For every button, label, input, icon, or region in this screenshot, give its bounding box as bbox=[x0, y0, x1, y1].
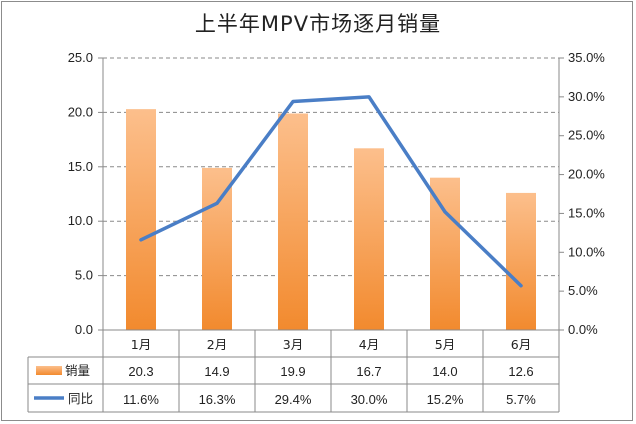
data-label-yoy: 11.6% bbox=[123, 392, 159, 407]
line-series bbox=[139, 95, 523, 288]
data-label-sales: 16.7 bbox=[356, 364, 381, 379]
y-tick-label: 0.0 bbox=[75, 322, 93, 337]
legend-label-sales: 销量 bbox=[65, 363, 90, 378]
bar-5月 bbox=[430, 177, 460, 330]
y-tick-label: 5.0 bbox=[75, 268, 93, 283]
bar-3月 bbox=[278, 113, 308, 330]
data-label-yoy: 16.3% bbox=[199, 392, 236, 407]
data-label-yoy: 29.4% bbox=[275, 392, 312, 407]
legend-label-yoy: 同比 bbox=[68, 391, 93, 406]
bar-2月 bbox=[202, 167, 232, 330]
line-point-4月 bbox=[367, 95, 371, 99]
data-label-sales: 20.3 bbox=[128, 364, 153, 379]
legend-swatch-sales bbox=[36, 366, 62, 375]
y2-tick-label: 5.0% bbox=[568, 283, 598, 298]
gridlines bbox=[103, 57, 559, 277]
y2-tick-label: 30.0% bbox=[568, 89, 605, 104]
y2-tick-label: 35.0% bbox=[568, 50, 605, 65]
y2-tick-label: 15.0% bbox=[568, 205, 605, 220]
line-point-1月 bbox=[139, 238, 143, 242]
bar-1月 bbox=[126, 109, 156, 330]
y2-tick-label: 20.0% bbox=[568, 167, 605, 182]
x-tick-label: 3月 bbox=[283, 337, 303, 352]
line-point-3月 bbox=[291, 100, 295, 104]
data-label-sales: 12.6 bbox=[508, 364, 533, 379]
x-tick-label: 2月 bbox=[207, 337, 227, 352]
bar-4月 bbox=[354, 148, 384, 330]
data-label-sales: 14.0 bbox=[432, 364, 457, 379]
y2-tick-label: 25.0% bbox=[568, 128, 605, 143]
bar-6月 bbox=[506, 192, 536, 330]
data-label-sales: 19.9 bbox=[280, 364, 305, 379]
x-tick-label: 1月 bbox=[131, 337, 151, 352]
y2-tick-label: 10.0% bbox=[568, 244, 605, 259]
line-point-5月 bbox=[443, 210, 447, 214]
data-label-yoy: 15.2% bbox=[427, 392, 464, 407]
line-point-6月 bbox=[519, 284, 523, 288]
x-tick-label: 4月 bbox=[359, 337, 379, 352]
y-tick-label: 20.0 bbox=[68, 104, 93, 119]
y-tick-label: 15.0 bbox=[68, 159, 93, 174]
chart-title: 上半年MPV市场逐月销量 bbox=[194, 12, 442, 36]
axes: 0.0 5.0 10.0 15.0 20.0 25.0 0.0% 5.0% 10.0% 15.0%… bbox=[68, 50, 606, 337]
data-label-yoy: 30.0% bbox=[351, 392, 388, 407]
x-tick-label: 5月 bbox=[435, 337, 455, 352]
line-point-2月 bbox=[215, 201, 219, 205]
data-label-yoy: 5.7% bbox=[506, 392, 536, 407]
y-tick-label: 25.0 bbox=[68, 50, 93, 65]
line-yoy bbox=[139, 95, 523, 288]
y2-tick-label: 0.0% bbox=[568, 322, 598, 337]
x-tick-label: 6月 bbox=[511, 337, 531, 352]
bar-series bbox=[126, 109, 536, 330]
data-label-sales: 14.9 bbox=[204, 364, 229, 379]
y-tick-label: 10.0 bbox=[68, 213, 93, 228]
